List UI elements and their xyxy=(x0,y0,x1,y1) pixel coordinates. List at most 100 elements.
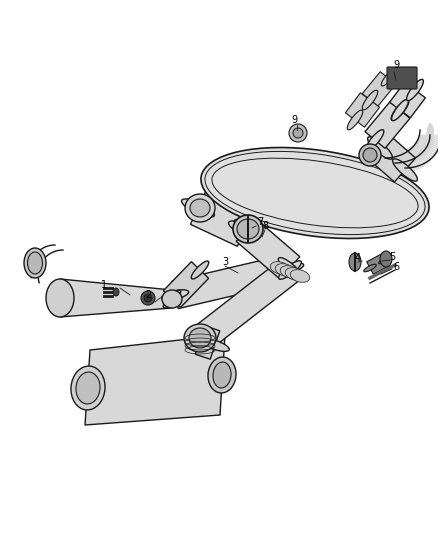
Ellipse shape xyxy=(383,159,407,167)
Ellipse shape xyxy=(163,290,181,308)
Text: 2: 2 xyxy=(145,290,151,300)
Ellipse shape xyxy=(422,133,434,155)
Ellipse shape xyxy=(234,220,258,240)
Polygon shape xyxy=(236,219,300,279)
Ellipse shape xyxy=(190,199,210,217)
Polygon shape xyxy=(367,254,389,274)
Ellipse shape xyxy=(280,265,300,278)
Ellipse shape xyxy=(400,154,422,166)
Text: 3: 3 xyxy=(222,257,228,267)
Ellipse shape xyxy=(392,99,408,120)
Ellipse shape xyxy=(395,157,418,166)
Polygon shape xyxy=(397,151,402,175)
Polygon shape xyxy=(365,102,410,148)
Polygon shape xyxy=(191,259,299,351)
Text: 6: 6 xyxy=(393,262,399,272)
Ellipse shape xyxy=(404,151,425,165)
Ellipse shape xyxy=(379,256,391,264)
Polygon shape xyxy=(191,192,253,246)
Ellipse shape xyxy=(270,262,290,274)
Polygon shape xyxy=(418,135,438,137)
Ellipse shape xyxy=(426,126,434,150)
Polygon shape xyxy=(400,150,407,174)
Ellipse shape xyxy=(420,136,433,157)
Ellipse shape xyxy=(414,143,431,161)
Polygon shape xyxy=(404,149,413,172)
Ellipse shape xyxy=(402,153,424,165)
Ellipse shape xyxy=(408,149,427,164)
Polygon shape xyxy=(346,93,380,127)
Ellipse shape xyxy=(364,264,376,272)
Ellipse shape xyxy=(347,110,363,130)
Ellipse shape xyxy=(381,70,395,86)
Polygon shape xyxy=(417,137,438,144)
Ellipse shape xyxy=(426,123,434,147)
Ellipse shape xyxy=(185,194,215,222)
Polygon shape xyxy=(414,143,433,160)
Ellipse shape xyxy=(425,130,434,153)
Ellipse shape xyxy=(229,221,261,239)
Ellipse shape xyxy=(186,334,214,346)
Ellipse shape xyxy=(406,150,427,164)
Polygon shape xyxy=(413,143,431,161)
Ellipse shape xyxy=(419,138,433,158)
Polygon shape xyxy=(409,147,422,168)
Polygon shape xyxy=(408,148,420,169)
Polygon shape xyxy=(417,139,438,150)
Ellipse shape xyxy=(278,257,302,278)
Ellipse shape xyxy=(363,92,377,108)
Ellipse shape xyxy=(71,366,105,410)
Ellipse shape xyxy=(409,148,429,163)
Ellipse shape xyxy=(417,140,432,159)
Ellipse shape xyxy=(393,157,416,166)
Polygon shape xyxy=(410,146,424,167)
FancyBboxPatch shape xyxy=(387,67,417,89)
Ellipse shape xyxy=(424,130,434,152)
Ellipse shape xyxy=(362,90,378,110)
Ellipse shape xyxy=(392,159,417,181)
Polygon shape xyxy=(395,151,397,175)
Ellipse shape xyxy=(237,219,259,239)
Polygon shape xyxy=(415,141,436,156)
Polygon shape xyxy=(403,149,411,173)
Polygon shape xyxy=(85,335,225,425)
Ellipse shape xyxy=(423,133,434,155)
Ellipse shape xyxy=(290,270,310,282)
Ellipse shape xyxy=(426,125,434,149)
Ellipse shape xyxy=(395,157,418,166)
Ellipse shape xyxy=(426,125,434,149)
Polygon shape xyxy=(417,138,438,146)
Polygon shape xyxy=(362,71,396,106)
Ellipse shape xyxy=(417,140,433,159)
Ellipse shape xyxy=(201,338,230,351)
Ellipse shape xyxy=(366,130,384,150)
Polygon shape xyxy=(399,150,404,174)
Ellipse shape xyxy=(28,252,42,274)
Polygon shape xyxy=(411,146,426,166)
Ellipse shape xyxy=(414,143,432,161)
Ellipse shape xyxy=(385,159,409,167)
Ellipse shape xyxy=(421,135,434,156)
Ellipse shape xyxy=(421,134,434,156)
Ellipse shape xyxy=(208,357,236,393)
Ellipse shape xyxy=(402,152,424,165)
Ellipse shape xyxy=(181,199,215,217)
Polygon shape xyxy=(405,149,416,172)
Ellipse shape xyxy=(420,136,434,157)
Ellipse shape xyxy=(391,158,414,166)
Ellipse shape xyxy=(46,279,74,317)
Ellipse shape xyxy=(359,144,381,166)
Ellipse shape xyxy=(213,362,231,388)
Ellipse shape xyxy=(205,151,425,235)
Ellipse shape xyxy=(404,152,425,165)
Ellipse shape xyxy=(380,251,392,267)
Text: 9: 9 xyxy=(291,115,297,125)
Polygon shape xyxy=(416,140,437,155)
Ellipse shape xyxy=(399,155,421,166)
Ellipse shape xyxy=(184,324,216,352)
Ellipse shape xyxy=(411,146,430,162)
Ellipse shape xyxy=(387,159,411,167)
Ellipse shape xyxy=(189,328,211,348)
Ellipse shape xyxy=(293,128,303,138)
Ellipse shape xyxy=(279,261,301,279)
